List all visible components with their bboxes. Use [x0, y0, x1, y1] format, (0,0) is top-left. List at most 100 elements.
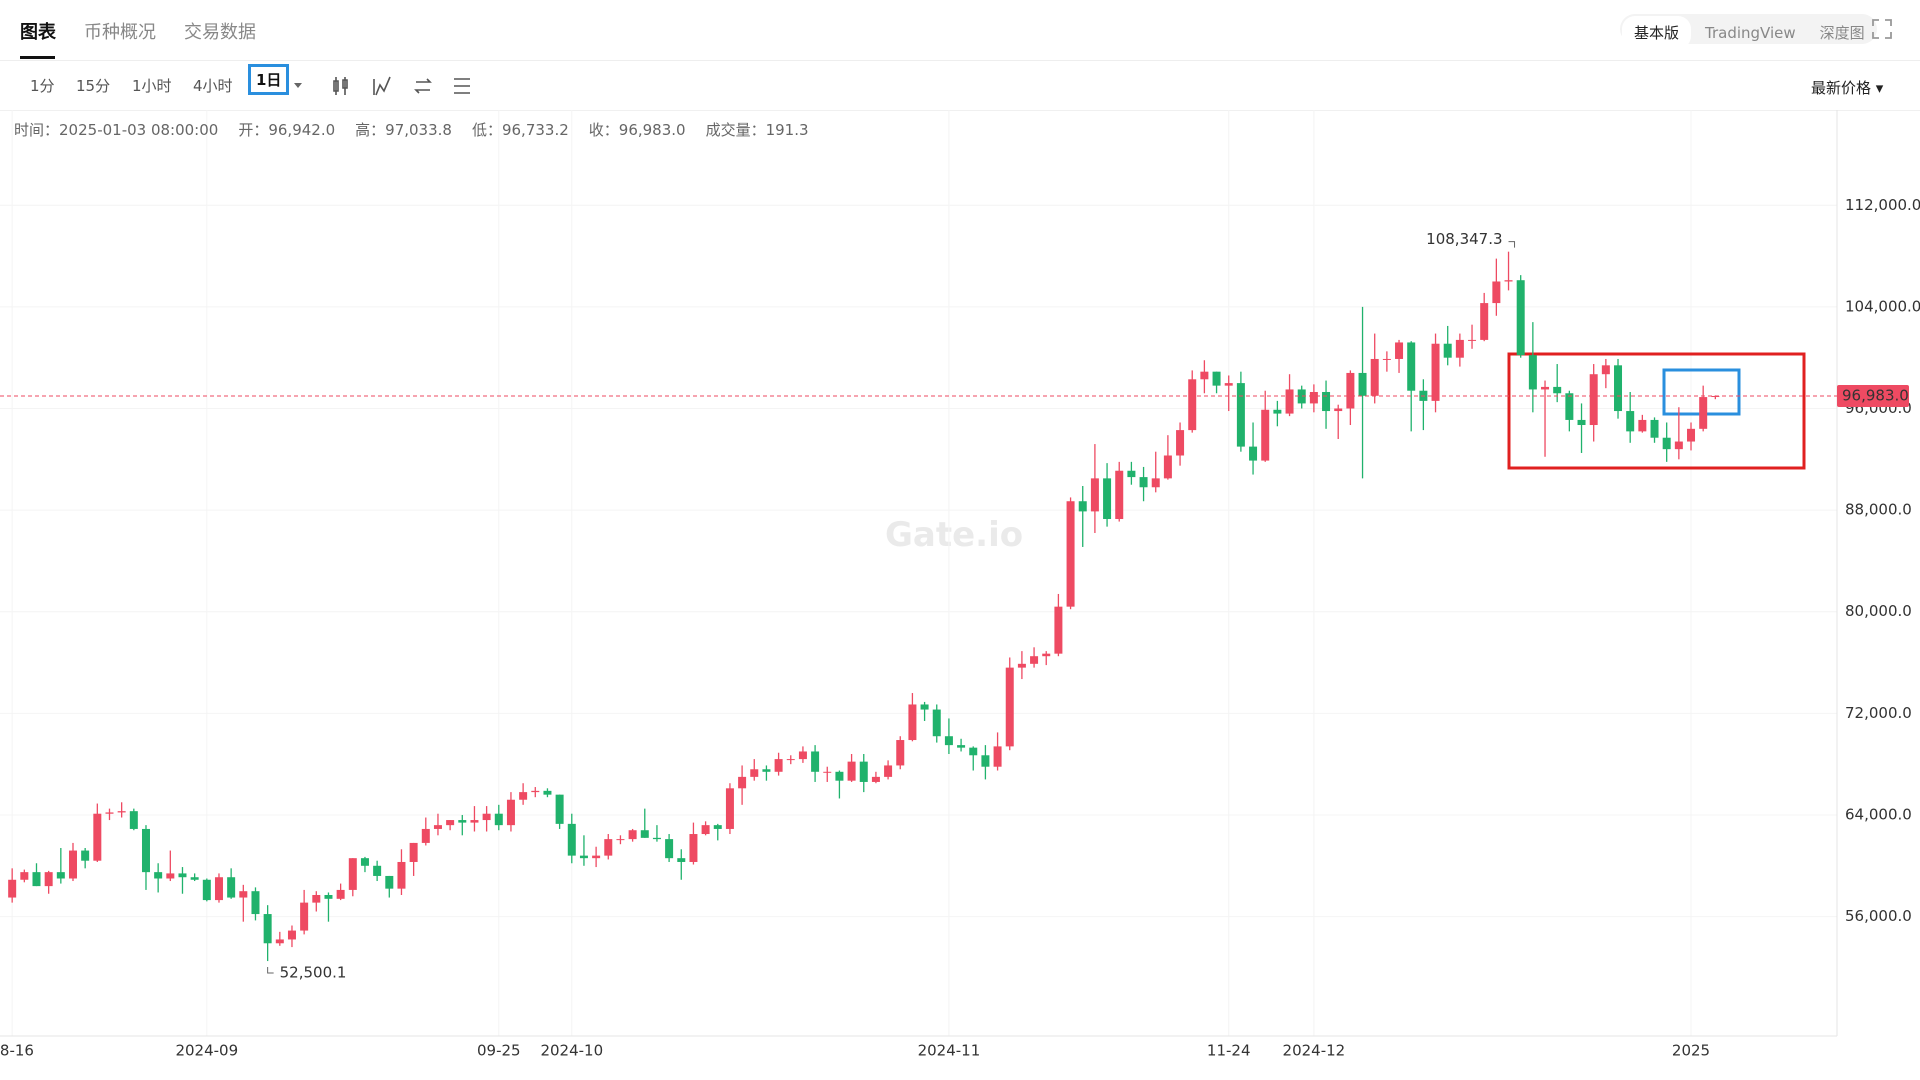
candle-body	[446, 820, 455, 826]
toolbar: 1分 15分 1小时 4小时 1日 最新价格 ▾	[0, 61, 1920, 111]
tab[interactable]: 交易数据	[184, 22, 256, 43]
candle-body	[1297, 389, 1306, 404]
candle-body	[1200, 371, 1209, 380]
candle-body	[811, 751, 820, 772]
candle-body	[1662, 437, 1671, 450]
x-tick-label: 2025	[1672, 1042, 1710, 1060]
view-option[interactable]: TradingView	[1705, 24, 1796, 42]
candle-body	[1236, 383, 1245, 447]
candle-body	[397, 861, 406, 889]
candle-body	[1492, 281, 1501, 304]
candle-body	[1090, 478, 1099, 512]
candle-body	[190, 877, 199, 880]
candle-body	[494, 813, 503, 826]
candle-body	[300, 902, 309, 931]
candle-body	[713, 825, 722, 829]
tab[interactable]: 图表	[20, 22, 56, 43]
view-option[interactable]: 基本版	[1622, 16, 1692, 49]
x-tick-label: 2024-11	[918, 1042, 981, 1060]
candle-body	[1687, 428, 1696, 442]
min-connector	[267, 967, 274, 974]
price-type[interactable]: 最新价格 ▾	[1811, 79, 1884, 97]
fullscreen-icon[interactable]	[1870, 17, 1894, 41]
candle-body	[1151, 478, 1160, 488]
candle-body	[944, 736, 953, 746]
candle-body	[1176, 430, 1185, 456]
candle-body	[725, 788, 734, 829]
candle-body	[93, 813, 102, 861]
tab[interactable]: 币种概况	[84, 22, 156, 43]
interval[interactable]: 4小时	[193, 77, 233, 95]
candle-body	[1005, 667, 1014, 747]
candle-body	[1103, 478, 1112, 520]
candle-body	[1285, 389, 1294, 414]
candle-body	[44, 872, 53, 887]
candle-body	[1334, 408, 1343, 412]
candle-body	[1443, 343, 1452, 358]
candle-body	[8, 879, 17, 898]
last-price-tag	[1837, 385, 1909, 408]
candle-body	[287, 930, 296, 940]
candle-body	[908, 704, 917, 741]
candle-body	[957, 745, 966, 748]
candle-body	[1212, 371, 1221, 386]
candle-body	[1322, 391, 1331, 412]
candle-body	[1042, 653, 1051, 657]
info-item: 开：96,942.0	[238, 121, 335, 139]
toolbar-icons[interactable]	[292, 71, 492, 101]
interval[interactable]: 1分	[30, 77, 55, 95]
candle-body	[1346, 372, 1355, 409]
candle-body	[1115, 470, 1124, 520]
candle-body	[1516, 280, 1525, 356]
candle-body	[385, 875, 394, 889]
candle-body	[1626, 411, 1635, 432]
candle-body	[555, 794, 564, 824]
x-tick-label: 11-24	[1207, 1042, 1251, 1060]
tab-underline	[20, 56, 55, 59]
candle-body	[774, 759, 783, 772]
candle-body	[519, 792, 528, 800]
candle-body	[141, 828, 150, 873]
candle-body	[932, 709, 941, 737]
interval[interactable]: 1日	[248, 64, 290, 95]
candle-body	[798, 751, 807, 760]
candle-body	[336, 889, 345, 899]
info-label: 开：	[238, 121, 269, 139]
candle-body	[993, 746, 1002, 767]
ohlc-info: 时间：2025-01-03 08:00:00 开：96,942.0 高：97,033…	[14, 119, 829, 140]
candle-body	[324, 895, 333, 899]
candle-body	[348, 858, 357, 890]
candle-body	[1273, 409, 1282, 414]
x-tick-label: 2024-09	[175, 1042, 238, 1060]
candle-body	[628, 830, 637, 840]
highlight-box	[1507, 352, 1806, 470]
candle-body	[312, 895, 321, 903]
info-item: 低：96,733.2	[472, 121, 569, 139]
candle-body	[1407, 342, 1416, 391]
candle-body	[640, 830, 649, 838]
candle-body	[920, 704, 929, 710]
candle-body	[1309, 391, 1318, 404]
candle-body	[1674, 441, 1683, 450]
y-tick-label: 80,000.0	[1845, 602, 1912, 620]
candle-body	[1614, 365, 1623, 412]
candle-body	[1577, 419, 1586, 426]
candle-body	[1030, 656, 1039, 664]
candle-body	[68, 850, 77, 879]
interval[interactable]: 15分	[76, 77, 111, 95]
candle-body	[1078, 501, 1087, 512]
y-tick-label: 56,000.0	[1845, 907, 1912, 925]
candle-body	[665, 839, 674, 859]
candle-body	[458, 820, 467, 823]
candle-body	[56, 872, 65, 879]
info-item: 高：97,033.8	[355, 121, 452, 139]
interval[interactable]: 1小时	[132, 77, 172, 95]
candle-body	[616, 839, 625, 841]
candle-body	[1528, 355, 1537, 390]
candle-body	[1455, 339, 1464, 358]
info-value: 2025-01-03 08:00:00	[59, 121, 219, 139]
x-tick-label: 08-16	[0, 1042, 34, 1060]
candle-body	[1358, 372, 1367, 396]
view-option[interactable]: 深度图	[1819, 24, 1865, 42]
